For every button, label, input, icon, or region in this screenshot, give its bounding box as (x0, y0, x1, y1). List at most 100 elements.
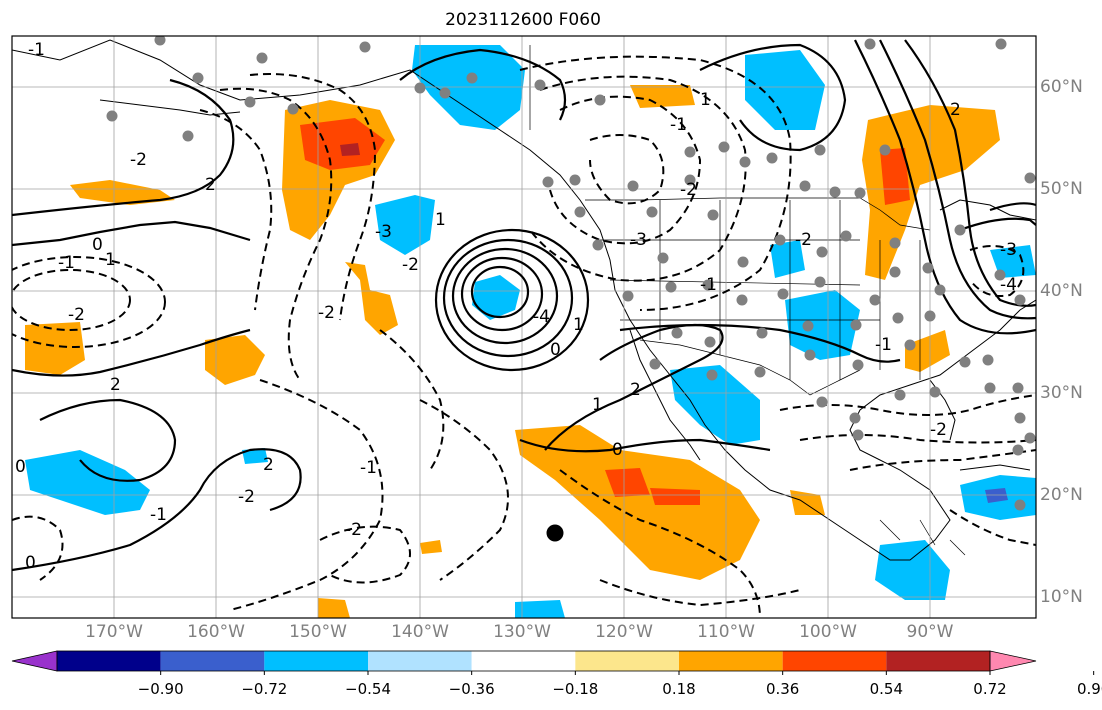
neg-central-3 (599, 579, 801, 607)
colorbar-tick-label: 0.18 (662, 680, 696, 698)
colorbar-segment (782, 651, 887, 671)
colorbar-segment (160, 651, 265, 671)
negative-anomaly-alaska (412, 45, 525, 130)
neg-caribbean (949, 509, 1036, 546)
colorbar-tick-label: 0.54 (869, 680, 904, 698)
shaded-anomalies (25, 45, 1036, 618)
contour-label: -1 (670, 115, 687, 135)
cuba-outline (959, 464, 1031, 471)
latitude-label: 60°N (1040, 77, 1083, 97)
longitude-label: 130°W (493, 622, 551, 642)
neg-low-bc-2 (529, 75, 747, 282)
us-canada-border (585, 197, 931, 231)
contour-label: -2 (130, 150, 147, 170)
contour-label: -1 (875, 335, 892, 355)
contour-label: -3 (630, 230, 647, 250)
low-center-ring-4 (442, 238, 574, 358)
colorbar-segment (886, 651, 990, 671)
positive-anomaly-baja-core (605, 468, 650, 497)
colorbar-segment (679, 651, 783, 671)
positive-anomaly-small-1 (420, 540, 442, 554)
positive-anomaly-baja-core2 (650, 488, 700, 505)
low-center-ring-5 (434, 228, 590, 372)
neg-low-bc-1 (549, 95, 702, 245)
contour-label: -2 (680, 180, 697, 200)
zero-line-west (12, 220, 251, 247)
positive-anomaly-alaska-coast (630, 85, 695, 108)
neg-gulf-3 (849, 449, 1036, 471)
colorbar (11, 650, 1095, 675)
neg-low-bc-3 (519, 55, 792, 311)
contour-label: -2 (238, 487, 255, 507)
colorbar-tick-label: −0.54 (345, 680, 391, 698)
colorbar-segment (471, 651, 576, 671)
contour-label: -2 (402, 255, 419, 275)
positive-anomaly-canada-core (880, 148, 910, 205)
neg-gulf-2 (799, 434, 1036, 444)
latitude-label: 30°N (1040, 383, 1083, 403)
positive-anomaly-core (300, 118, 385, 170)
contour-label: -3 (1000, 240, 1017, 260)
negative-anomaly-plains (770, 240, 805, 278)
contour-southwest-2 (39, 398, 177, 482)
contour-canada-ridge-1 (854, 39, 1036, 335)
contour-ne-high (989, 202, 1036, 212)
contour-west-2 (12, 328, 251, 377)
longitude-label: 110°W (697, 622, 755, 642)
latitude-label: 20°N (1040, 485, 1083, 505)
longitude-label: 100°W (799, 622, 857, 642)
station-markers (106, 36, 1036, 511)
colorbar-segment (264, 651, 368, 671)
neg-central-1 (379, 329, 445, 471)
contour-label: 0 (25, 553, 36, 573)
colorbar-outline (56, 650, 991, 672)
colorbar-extend-high (989, 650, 1037, 672)
contour-canada-ridge-2 (879, 39, 1036, 320)
contour-northeast (959, 217, 1036, 232)
longitude-label: 90°W (906, 622, 954, 642)
neg-low-west-1 (12, 269, 131, 331)
neg-trough-alaska-3 (199, 109, 273, 311)
neg-trough-alaska-1 (219, 87, 333, 381)
contour-mexico-zero (519, 438, 771, 453)
colorbar-segment (575, 651, 679, 671)
contour-label: -1 (28, 40, 45, 60)
us-mexico-border (639, 339, 861, 396)
colorbar-tick-label: −0.36 (448, 680, 495, 698)
neg-sw-pacific-2 (319, 525, 411, 584)
colorbar-tick-label: 0.90 (1076, 680, 1102, 698)
contour-label: 0 (92, 235, 103, 255)
positive-anomaly-core-dark (340, 143, 360, 156)
contour-canada-ridge-3 (904, 39, 1036, 307)
negative-anomaly-mexico (670, 365, 760, 445)
longitude-label: 150°W (289, 622, 347, 642)
map-background (12, 36, 1036, 618)
contour-label: 2 (205, 175, 216, 195)
negative-anomaly-west-pacific (25, 450, 150, 515)
colorbar-extend-low (11, 650, 58, 672)
canada-coastline (939, 199, 1036, 221)
low-center-ring-1 (470, 265, 530, 319)
positive-anomaly-texas (905, 330, 950, 372)
contour-label: 2 (263, 455, 274, 475)
neg-east-low (969, 245, 1025, 297)
contour-label: -2 (318, 303, 335, 323)
colorbar-tick-label: 0.72 (973, 680, 1007, 698)
map-frame (11, 35, 1037, 619)
positive-anomaly-central-pacific (205, 335, 265, 385)
neg-sw-pacific-3 (419, 399, 509, 581)
state-lines-3 (839, 200, 921, 380)
low-center-ring-2 (460, 256, 544, 332)
contour-label: -2 (68, 305, 85, 325)
contour-southwest-1 (12, 448, 302, 572)
positive-anomaly-small-2 (318, 598, 350, 618)
positive-anomaly-central-am (790, 490, 825, 515)
colorbar-segment (368, 651, 472, 671)
contour-label: -1 (150, 505, 167, 525)
latitude-label: 10°N (1040, 587, 1083, 607)
colorbar-tick-label: 0.36 (765, 680, 800, 698)
longitude-label: 140°W (391, 622, 449, 642)
negative-anomaly-south-plains (785, 290, 860, 360)
contour-yukon-high (699, 43, 847, 152)
